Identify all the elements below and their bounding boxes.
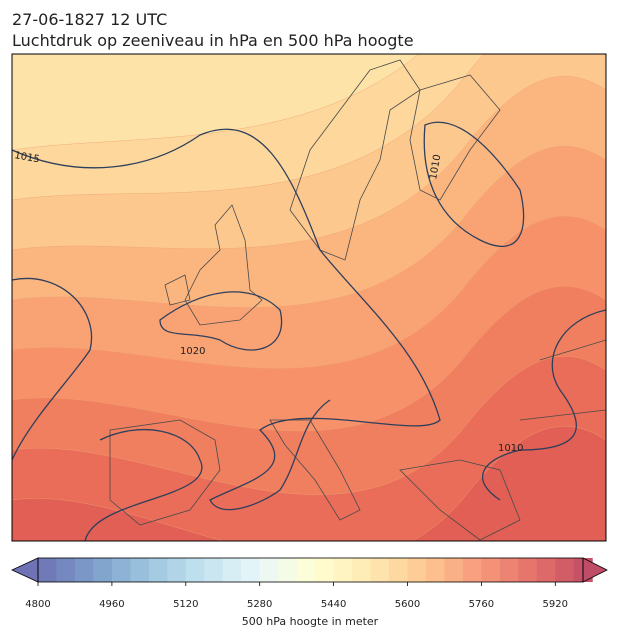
colorbar-bin	[93, 558, 113, 582]
colorbar-bin	[185, 558, 205, 582]
height-bands	[12, 54, 606, 541]
colorbar-bin	[555, 558, 575, 582]
colorbar-bin	[407, 558, 427, 582]
colorbar-bin	[370, 558, 390, 582]
colorbar-bin	[296, 558, 316, 582]
colorbar-tick-label: 5760	[469, 599, 494, 610]
colorbar-extend-high	[582, 557, 608, 583]
colorbar-bin	[241, 558, 261, 582]
colorbar-tick-label: 5920	[543, 599, 568, 610]
map-frame	[11, 53, 607, 542]
colorbar-bin	[333, 558, 353, 582]
colorbar-tick-label: 5120	[173, 599, 198, 610]
colorbar-bin	[222, 558, 242, 582]
title: 27-06-1827 12 UTC	[12, 10, 167, 29]
subtitle: Luchtdruk op zeeniveau in hPa en 500 hPa…	[12, 31, 414, 50]
colorbar-bin	[352, 558, 372, 582]
colorbar-tick-label: 5600	[395, 599, 420, 610]
colorbar-bin	[444, 558, 464, 582]
colorbar-tick-label: 4800	[25, 599, 50, 610]
colorbar-bin	[204, 558, 224, 582]
isobar-label: 1020	[180, 346, 205, 357]
isobars	[12, 121, 606, 541]
colorbar-bin	[389, 558, 408, 582]
isobar-label: 1010	[428, 154, 443, 181]
colorbar-bin	[148, 558, 168, 582]
colorbar-label: 500 hPa hoogte in meter	[242, 615, 379, 628]
colorbar-bin	[462, 558, 482, 582]
isobar-label: 1015	[13, 150, 40, 165]
height-band	[12, 356, 606, 541]
colorbar-bin	[259, 558, 279, 582]
colorbar: 4800 4960 5120 5280 5440 5600 5760 5920	[11, 557, 608, 610]
isobar-label: 1010	[498, 443, 523, 454]
coastlines	[109, 59, 606, 541]
colorbar-bin	[111, 558, 131, 582]
colorbar-frame	[37, 557, 584, 583]
colorbar-bin	[518, 558, 538, 582]
colorbar-bin	[167, 558, 187, 582]
colorbar-extend-low	[11, 557, 39, 583]
colorbar-bin	[481, 558, 501, 582]
colorbar-bin	[315, 558, 335, 582]
colorbar-tick-label: 5280	[247, 599, 272, 610]
colorbar-tick-label: 5440	[321, 599, 346, 610]
colorbar-bin	[536, 558, 556, 582]
map: 1015 1020 1010 1010	[12, 54, 606, 541]
colorbar-bin	[278, 558, 298, 582]
colorbar-bin	[56, 558, 76, 582]
colorbar-bin	[74, 558, 94, 582]
colorbar-bin	[130, 558, 150, 582]
colorbar-bin	[38, 558, 57, 582]
colorbar-tick-label: 4960	[99, 599, 124, 610]
colorbar-bin	[425, 558, 445, 582]
height-band	[12, 426, 606, 541]
colorbar-bin	[499, 558, 519, 582]
